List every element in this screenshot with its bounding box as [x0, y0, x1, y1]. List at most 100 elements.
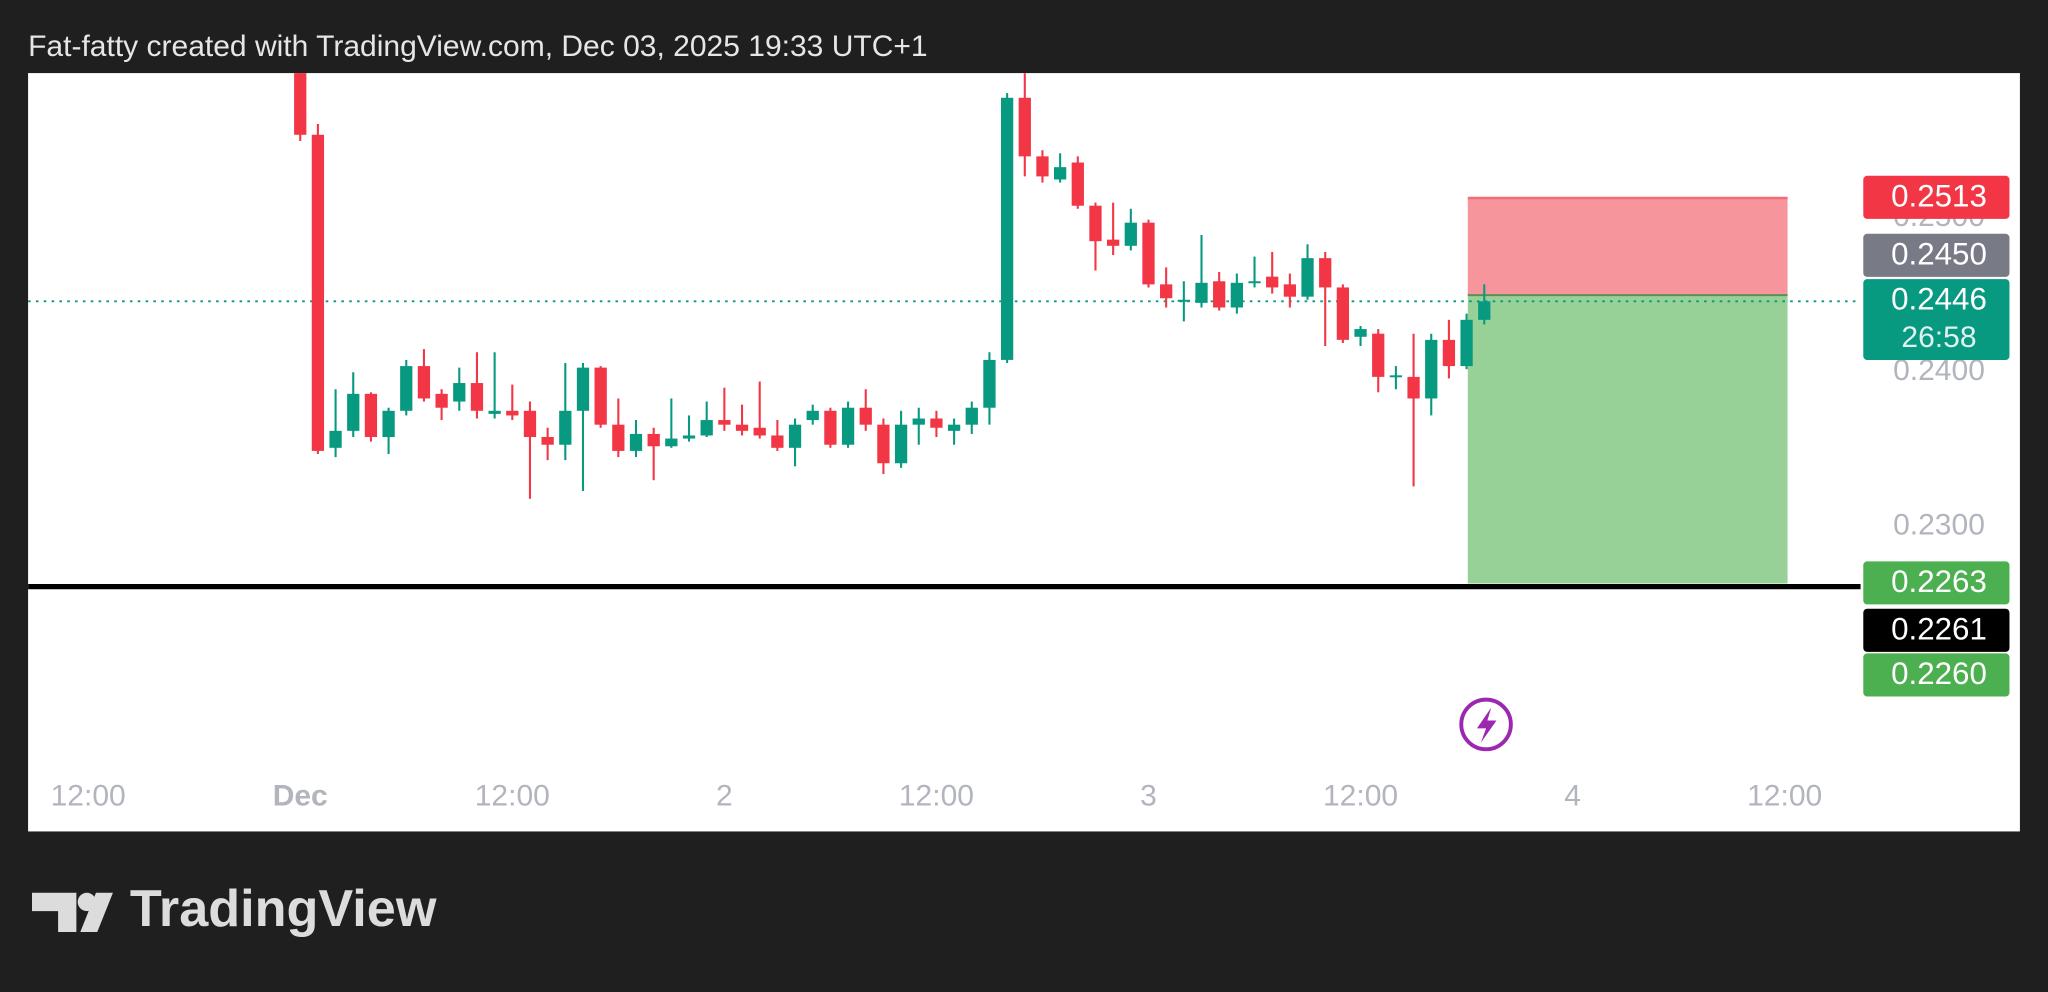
x-tick-label: 2: [716, 779, 733, 812]
candle-body: [347, 393, 360, 431]
candle-body: [1425, 339, 1438, 399]
candle-body: [1301, 258, 1314, 297]
candle-body: [559, 410, 572, 445]
candle-body: [1230, 282, 1243, 308]
price-label: 0.2260: [1891, 656, 1987, 691]
price-label-box: [1863, 233, 2010, 277]
candle-body: [1460, 319, 1473, 367]
candle-body: [612, 424, 625, 451]
candle-body: [859, 407, 872, 425]
x-tick-label: 12:00: [475, 779, 550, 812]
x-tick-label: 3: [1140, 779, 1157, 812]
x-tick-label: 4: [1564, 779, 1581, 812]
price-label: 0.2450: [1891, 236, 1987, 271]
candle-body: [1389, 375, 1403, 378]
candle-body: [1036, 156, 1049, 177]
candle-body: [1107, 239, 1120, 246]
price-label-box: [1863, 175, 2010, 219]
candle-body: [1407, 376, 1420, 399]
price-label-box: [1863, 608, 2010, 652]
candle-body: [311, 134, 325, 451]
candle-body: [1266, 276, 1279, 288]
x-tick-label: 12:00: [899, 779, 974, 812]
candle-body: [400, 366, 413, 411]
x-tick-label: 12:00: [1747, 779, 1822, 812]
candle-body: [629, 433, 643, 451]
candle-body: [364, 393, 378, 438]
candle-body: [1000, 97, 1014, 360]
x-tick-label: 12:00: [51, 779, 126, 812]
candle-body: [294, 73, 307, 135]
candle-body: [841, 407, 855, 445]
candle-body: [1442, 339, 1456, 367]
candle-body: [894, 424, 908, 464]
candle-body: [488, 410, 501, 414]
alert-icon[interactable]: [1459, 697, 1513, 752]
candle-body: [1478, 301, 1491, 320]
candle-body: [1336, 287, 1350, 340]
candle-body: [453, 383, 466, 402]
target-zone: [1467, 295, 1788, 584]
candle-body: [506, 410, 519, 416]
x-tick-label: Dec: [273, 779, 328, 812]
price-label: 0.2261: [1891, 611, 1987, 646]
axes: 0.23000.24000.250012:00Dec12:00212:00312…: [51, 175, 2010, 812]
candle-body: [753, 427, 766, 436]
candle-body: [824, 410, 837, 445]
plot: [28, 73, 1861, 590]
candle-body: [1372, 333, 1385, 377]
countdown: 26:58: [1901, 321, 1976, 354]
candle-body: [806, 410, 819, 421]
price-label: 0.2513: [1891, 178, 1987, 213]
candle-body: [541, 437, 554, 445]
candle-body: [718, 420, 731, 425]
candle-body: [700, 420, 713, 436]
candle-body: [682, 435, 696, 439]
price-label-box: [1863, 653, 2010, 697]
candle-body: [877, 424, 890, 464]
y-tick-label: 0.2300: [1893, 508, 1985, 541]
candle-body: [965, 407, 978, 425]
price-label-box: [1863, 279, 2010, 361]
candle-body: [983, 359, 996, 408]
candle-body: [382, 410, 395, 438]
candle-body: [329, 430, 342, 448]
candle-body: [1319, 258, 1332, 288]
candle-body: [1018, 97, 1031, 157]
x-tick-label: 12:00: [1323, 779, 1398, 812]
candle-body: [1248, 281, 1261, 284]
candle-body: [1213, 281, 1226, 308]
candle-body: [470, 383, 484, 411]
candle-body: [1177, 299, 1190, 302]
price-label: 0.2446: [1891, 282, 1987, 317]
candle-body: [1124, 222, 1137, 246]
candle-body: [947, 424, 961, 431]
candle-body: [1354, 329, 1367, 337]
candle-body: [523, 410, 537, 438]
candle-body: [735, 424, 749, 431]
stop-zone: [1467, 198, 1788, 296]
price-label-box: [1863, 561, 2010, 605]
brand-logo: [32, 892, 113, 932]
candle-body: [665, 438, 678, 447]
candle-body: [576, 367, 590, 411]
brand-name: TradingView: [130, 880, 437, 938]
price-label: 0.2263: [1891, 564, 1987, 599]
candle-body: [594, 367, 607, 425]
candle-body: [912, 418, 925, 425]
candle-body: [1089, 205, 1102, 242]
candle-body: [1053, 167, 1067, 180]
candle-body: [930, 418, 943, 428]
header: Fat-fatty created with TradingView.com, …: [28, 30, 928, 63]
candle-body: [1142, 222, 1155, 285]
candle-body: [788, 424, 802, 448]
candle-body: [647, 433, 660, 447]
candle-body: [1160, 284, 1173, 299]
candle-body: [1071, 162, 1084, 206]
candle-body: [771, 435, 784, 448]
candle-body: [1195, 282, 1208, 303]
candle-body: [417, 366, 431, 399]
candle-body: [435, 393, 448, 408]
